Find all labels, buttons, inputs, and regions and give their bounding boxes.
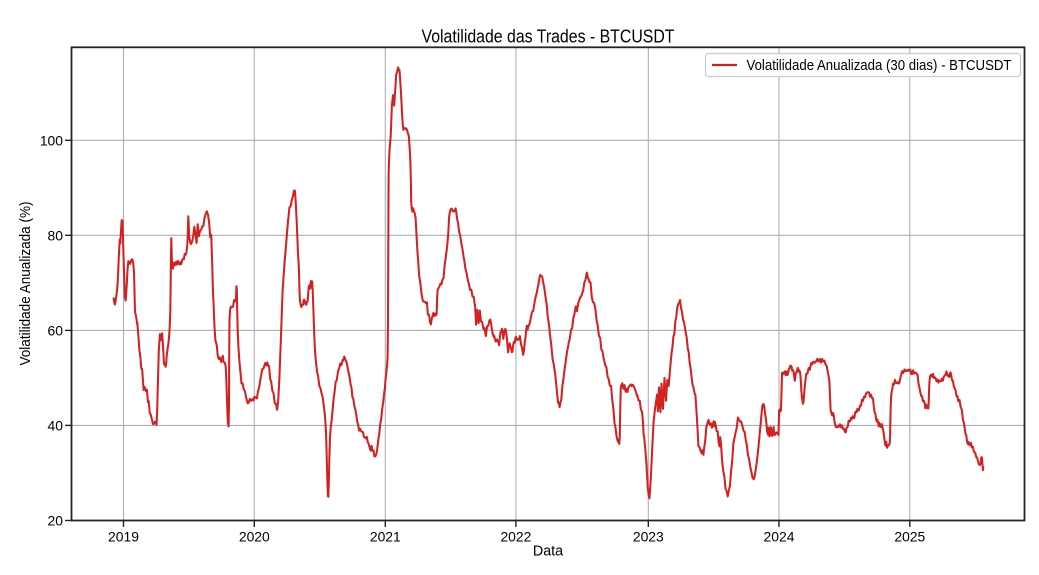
svg-text:2021: 2021 bbox=[370, 529, 401, 545]
svg-text:Volatilidade Anualizada (30 di: Volatilidade Anualizada (30 dias) - BTCU… bbox=[747, 58, 1012, 74]
svg-text:2022: 2022 bbox=[500, 529, 531, 545]
svg-text:Data: Data bbox=[533, 544, 563, 560]
svg-text:20: 20 bbox=[48, 513, 64, 529]
svg-text:100: 100 bbox=[40, 132, 63, 148]
svg-text:2024: 2024 bbox=[764, 529, 795, 545]
svg-text:40: 40 bbox=[48, 418, 64, 434]
svg-text:2019: 2019 bbox=[108, 529, 139, 545]
svg-text:Volatilidade das Trades - BTCU: Volatilidade das Trades - BTCUSDT bbox=[422, 27, 675, 47]
svg-text:60: 60 bbox=[48, 323, 64, 339]
svg-text:2020: 2020 bbox=[239, 529, 270, 545]
svg-text:2023: 2023 bbox=[633, 529, 664, 545]
svg-text:2025: 2025 bbox=[894, 529, 925, 545]
svg-text:Volatilidade Anualizada (%): Volatilidade Anualizada (%) bbox=[18, 202, 34, 366]
svg-text:80: 80 bbox=[48, 227, 64, 243]
